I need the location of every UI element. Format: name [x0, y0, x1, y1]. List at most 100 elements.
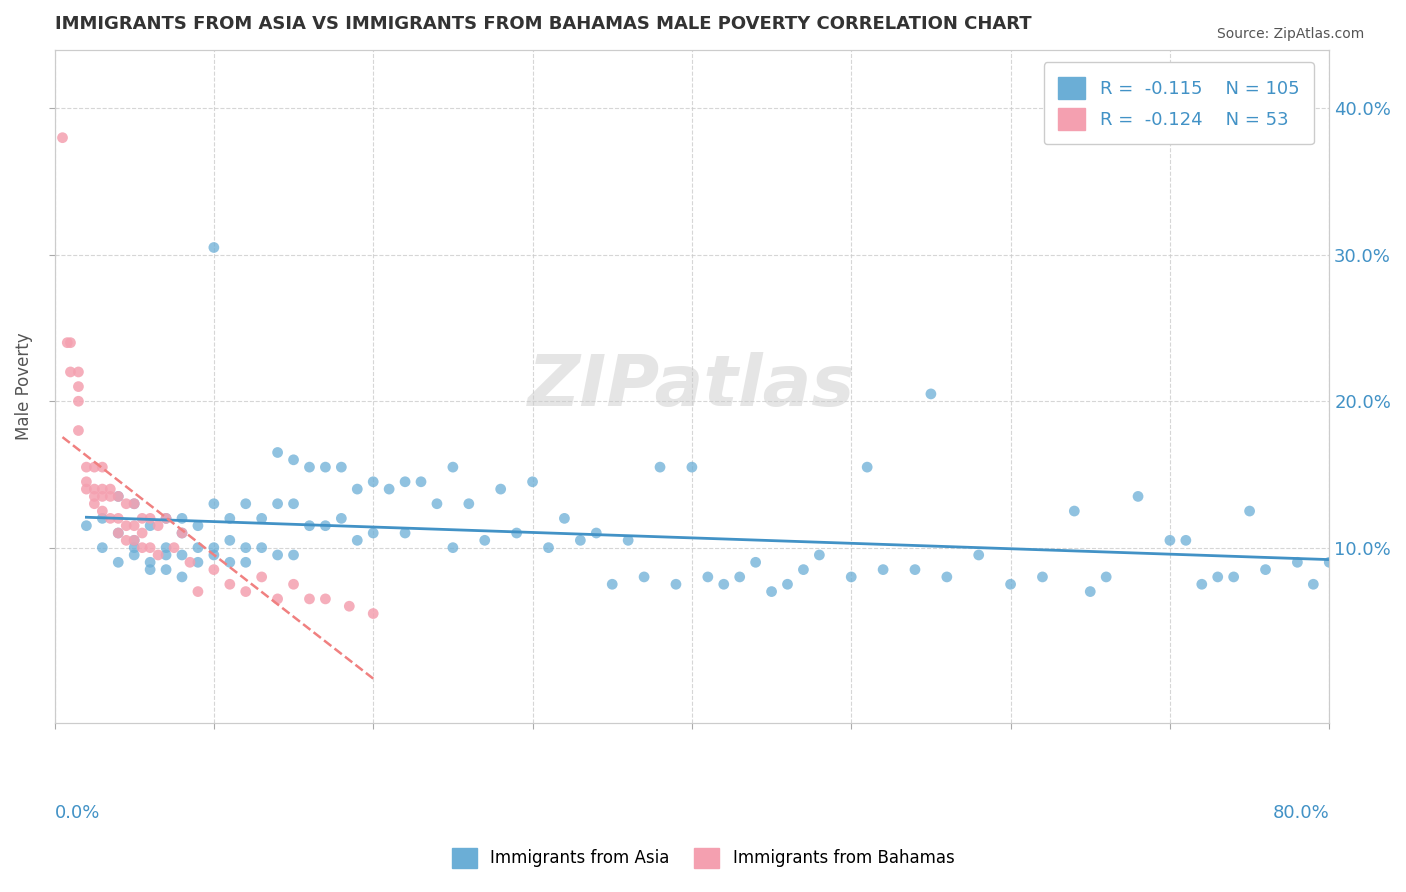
Point	[681, 460, 703, 475]
Point	[266, 497, 288, 511]
Point	[314, 460, 336, 475]
Point	[378, 482, 401, 496]
Legend: Immigrants from Asia, Immigrants from Bahamas: Immigrants from Asia, Immigrants from Ba…	[444, 841, 962, 875]
Point	[139, 541, 162, 555]
Point	[98, 490, 121, 504]
Point	[1239, 504, 1261, 518]
Point	[122, 533, 145, 548]
Point	[967, 548, 990, 562]
Point	[409, 475, 432, 489]
Point	[83, 482, 105, 496]
Point	[1286, 555, 1309, 569]
Point	[1174, 533, 1197, 548]
Point	[91, 504, 114, 518]
Point	[872, 563, 894, 577]
Point	[170, 526, 193, 541]
Point	[330, 511, 353, 525]
Point	[441, 541, 464, 555]
Point	[75, 460, 97, 475]
Point	[808, 548, 831, 562]
Point	[1063, 504, 1085, 518]
Point	[314, 518, 336, 533]
Point	[83, 490, 105, 504]
Point	[187, 518, 209, 533]
Point	[314, 591, 336, 606]
Point	[107, 555, 129, 569]
Point	[713, 577, 735, 591]
Point	[75, 482, 97, 496]
Point	[298, 591, 321, 606]
Point	[139, 511, 162, 525]
Point	[122, 497, 145, 511]
Point	[67, 379, 90, 393]
Point	[59, 335, 82, 350]
Point	[266, 591, 288, 606]
Point	[744, 555, 766, 569]
Point	[522, 475, 544, 489]
Point	[139, 518, 162, 533]
Point	[839, 570, 862, 584]
Point	[361, 607, 384, 621]
Point	[187, 541, 209, 555]
Point	[146, 518, 169, 533]
Point	[1031, 570, 1053, 584]
Point	[83, 460, 105, 475]
Point	[1206, 570, 1229, 584]
Point	[441, 460, 464, 475]
Point	[146, 548, 169, 562]
Point	[298, 518, 321, 533]
Point	[283, 497, 305, 511]
Point	[91, 541, 114, 555]
Point	[361, 475, 384, 489]
Point	[122, 518, 145, 533]
Point	[83, 497, 105, 511]
Point	[617, 533, 640, 548]
Point	[1000, 577, 1022, 591]
Point	[170, 526, 193, 541]
Point	[115, 533, 138, 548]
Point	[1191, 577, 1213, 591]
Text: IMMIGRANTS FROM ASIA VS IMMIGRANTS FROM BAHAMAS MALE POVERTY CORRELATION CHART: IMMIGRANTS FROM ASIA VS IMMIGRANTS FROM …	[55, 15, 1031, 33]
Point	[283, 452, 305, 467]
Legend: R =  -0.115    N = 105, R =  -0.124    N = 53: R = -0.115 N = 105, R = -0.124 N = 53	[1043, 62, 1313, 145]
Point	[1222, 570, 1244, 584]
Point	[856, 460, 879, 475]
Point	[218, 533, 240, 548]
Point	[1078, 584, 1101, 599]
Point	[394, 526, 416, 541]
Point	[537, 541, 560, 555]
Point	[139, 563, 162, 577]
Point	[330, 460, 353, 475]
Point	[202, 541, 225, 555]
Point	[1095, 570, 1118, 584]
Point	[107, 511, 129, 525]
Point	[250, 570, 273, 584]
Point	[91, 490, 114, 504]
Point	[155, 541, 177, 555]
Point	[107, 526, 129, 541]
Point	[235, 497, 257, 511]
Point	[585, 526, 607, 541]
Point	[115, 518, 138, 533]
Point	[155, 563, 177, 577]
Point	[283, 548, 305, 562]
Point	[457, 497, 479, 511]
Point	[394, 475, 416, 489]
Point	[115, 497, 138, 511]
Point	[155, 511, 177, 525]
Point	[218, 555, 240, 569]
Point	[122, 497, 145, 511]
Point	[187, 555, 209, 569]
Text: Source: ZipAtlas.com: Source: ZipAtlas.com	[1216, 27, 1364, 41]
Point	[235, 541, 257, 555]
Point	[155, 511, 177, 525]
Point	[235, 584, 257, 599]
Point	[107, 526, 129, 541]
Point	[91, 460, 114, 475]
Point	[298, 460, 321, 475]
Point	[250, 541, 273, 555]
Point	[266, 445, 288, 459]
Point	[218, 511, 240, 525]
Point	[131, 526, 153, 541]
Point	[131, 541, 153, 555]
